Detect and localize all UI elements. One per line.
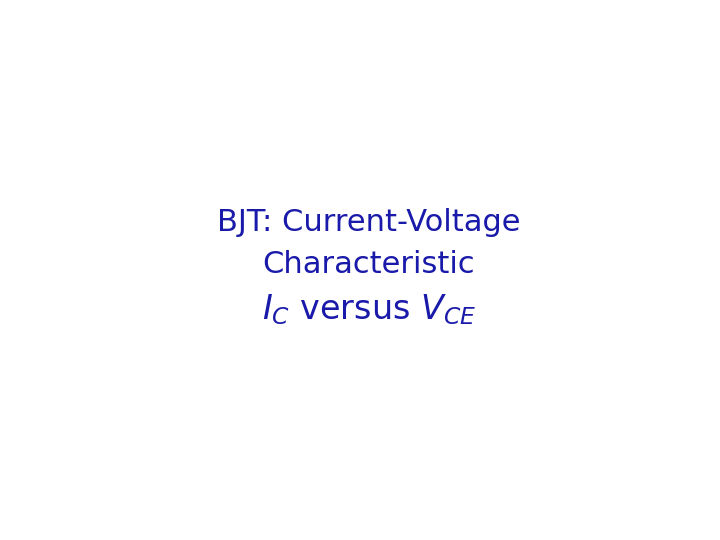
Text: Characteristic: Characteristic xyxy=(263,250,475,279)
Text: BJT: Current-Voltage: BJT: Current-Voltage xyxy=(217,208,521,237)
Text: $I_C$ versus $V_{CE}$: $I_C$ versus $V_{CE}$ xyxy=(262,293,476,327)
